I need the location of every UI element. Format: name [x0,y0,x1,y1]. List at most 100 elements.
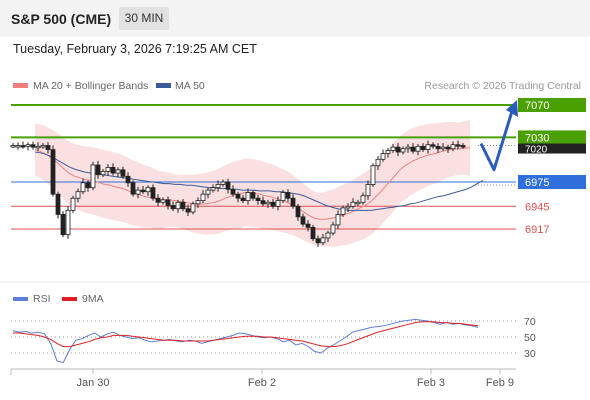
candle-body [380,153,386,160]
candle-body [390,146,396,151]
candle-body [180,201,186,210]
candle-body [95,164,101,176]
candle-body [290,197,296,207]
level-label-6975: 6975 [525,177,549,189]
candle-body [385,149,391,155]
candle-body [425,144,431,150]
rsi-tick-50: 50 [524,332,536,344]
candle-body [140,189,146,193]
candle-body [100,171,106,176]
candle-body [20,145,26,148]
credit-text: Research © 2026 Trading Central [424,80,581,92]
candle-body [110,167,116,174]
candle-body [370,165,376,185]
level-label-7070: 7070 [525,100,549,112]
ma50-legend-label: MA 50 [175,80,205,92]
forecast-arrow [479,100,518,172]
candle-body [210,187,216,191]
candle-body [175,201,181,210]
level-label-6917: 6917 [525,224,549,236]
timeframe-button[interactable]: 30 MIN [119,7,169,30]
ma20-legend-label: MA 20 + Bollinger Bands [33,80,148,92]
rsi-legend-label: RSI [33,293,51,305]
ma50-line [34,151,484,211]
candle-body [90,164,96,189]
candle-body [205,189,211,195]
x-axis-ticks: Jan 30 Feb 2 Feb 3 Feb 9 [76,369,514,389]
candle-body [260,200,266,205]
candle-body [55,193,61,215]
candle-body [350,201,356,207]
last-price-tag [518,143,586,154]
candle-body [460,145,466,148]
candle-body [395,146,401,153]
candle-body [225,181,231,190]
rsi-legend-swatch [13,297,28,301]
candle-body [105,167,111,172]
level-label-6945: 6945 [525,201,549,213]
candle-body [430,144,436,147]
candle-body [320,237,326,244]
candles [10,140,466,247]
x-tick-label: Jan 30 [76,377,109,389]
x-tick-label: Feb 2 [248,377,276,389]
rsi-line [12,318,479,364]
rsi-tick-70: 70 [524,316,536,328]
candle-body [415,145,421,152]
report-datetime: Tuesday, February 3, 2026 7:19:25 AM CET [13,42,257,56]
level-tag-6975 [518,174,586,189]
x-tick-label: Feb 3 [417,377,445,389]
candle-body [165,199,171,206]
level-labels: 7070 7030 6975 6945 6917 7020 [518,98,586,236]
candle-body [435,145,441,150]
candle-body [40,145,46,148]
candle-body [60,214,66,236]
candle-body [265,201,271,205]
candle-body [315,238,321,244]
forecast-path [479,107,515,172]
candle-body [365,184,371,197]
candle-body [70,197,76,211]
candle-body [400,148,406,153]
candle-body [35,145,41,149]
candle-body [130,182,136,195]
rsi-ma-legend-swatch [62,297,77,301]
candle-body [335,214,341,226]
candle-body [160,199,166,203]
candle-body [455,144,461,147]
level-tag-7030 [518,130,586,145]
candle-body [285,192,291,199]
candle-body [50,149,56,195]
candle-body [120,169,126,177]
candle-body [275,200,281,207]
candle-body [375,158,381,167]
candle-body [125,175,131,184]
candle-body [25,144,31,147]
candle-body [185,208,191,213]
candle-body [220,181,226,185]
candle-body [170,205,176,210]
candle-body [190,203,196,213]
candle-body [155,197,161,203]
candle-body [280,192,286,202]
candle-body [440,146,446,150]
candle-body [200,193,206,202]
candle-body [325,232,331,239]
candle-body [195,200,201,205]
ma50-legend-swatch [156,83,171,88]
candle-body [360,195,366,203]
candle-body [355,201,361,205]
candle-body [135,189,141,195]
candle-body [410,146,416,152]
bollinger-band [35,120,470,247]
candle-body [15,145,21,148]
candle-body [65,209,71,236]
candle-body [255,197,261,202]
candle-body [75,191,81,199]
candle-body [245,192,251,202]
forecast-arrowhead [506,100,518,117]
candle-body [150,187,156,199]
candle-body [420,145,426,150]
instrument-title: S&P 500 (CME) [11,11,112,27]
candle-body [270,201,276,207]
